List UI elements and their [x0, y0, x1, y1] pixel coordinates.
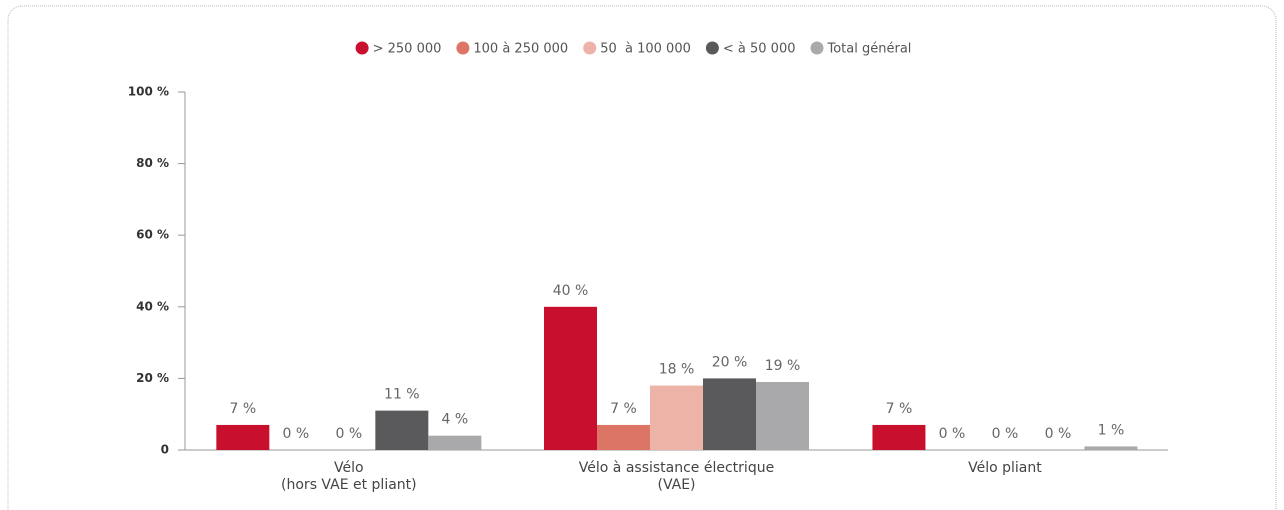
legend-label: > 250 000 [373, 42, 442, 57]
x-tick-label: Vélo à assistance électrique [579, 460, 774, 476]
value-label: 0 % [335, 426, 362, 442]
legend-label: 100 à 250 000 [473, 42, 568, 57]
value-label: 1 % [1098, 422, 1125, 438]
value-label: 7 % [610, 401, 637, 417]
bar [650, 385, 703, 450]
bar [544, 306, 597, 450]
x-tick-label: (hors VAE et pliant) [281, 477, 417, 493]
y-tick-label: 0 [161, 443, 169, 457]
legend-label: Total général [827, 42, 912, 57]
y-tick-label: 80 % [136, 156, 169, 170]
value-label: 11 % [384, 387, 420, 403]
legend-label: 50 à 100 000 [600, 42, 691, 57]
y-tick-label: 40 % [136, 299, 169, 313]
bar [703, 378, 756, 450]
value-label: 19 % [765, 358, 801, 374]
bar [375, 410, 429, 450]
value-label: 7 % [229, 401, 256, 417]
value-label: 0 % [1045, 426, 1072, 442]
bar [216, 424, 270, 450]
x-tick-label: (VAE) [657, 477, 695, 493]
legend-swatch [355, 41, 369, 55]
value-label: 40 % [553, 283, 589, 299]
y-tick-label: 60 % [136, 228, 169, 242]
value-label: 18 % [659, 362, 695, 378]
legend-swatch [705, 41, 719, 55]
x-tick-label: Vélo pliant [968, 460, 1042, 476]
frame [7, 5, 1277, 510]
x-tick-label: Vélo [334, 460, 364, 476]
value-label: 0 % [992, 426, 1019, 442]
bar [872, 424, 926, 450]
legend-label: < à 50 000 [723, 42, 796, 57]
value-label: 4 % [441, 412, 468, 428]
legend-swatch [583, 41, 597, 55]
bar [756, 381, 809, 450]
legend-swatch [456, 41, 470, 55]
bar [597, 424, 650, 450]
value-label: 0 % [939, 426, 966, 442]
y-tick-label: 100 % [128, 85, 169, 99]
bar [1084, 446, 1138, 450]
value-label: 20 % [712, 354, 748, 370]
value-label: 0 % [282, 426, 309, 442]
value-label: 7 % [886, 401, 913, 417]
y-tick-label: 20 % [136, 371, 169, 385]
bar [428, 435, 482, 450]
legend-swatch [810, 41, 824, 55]
